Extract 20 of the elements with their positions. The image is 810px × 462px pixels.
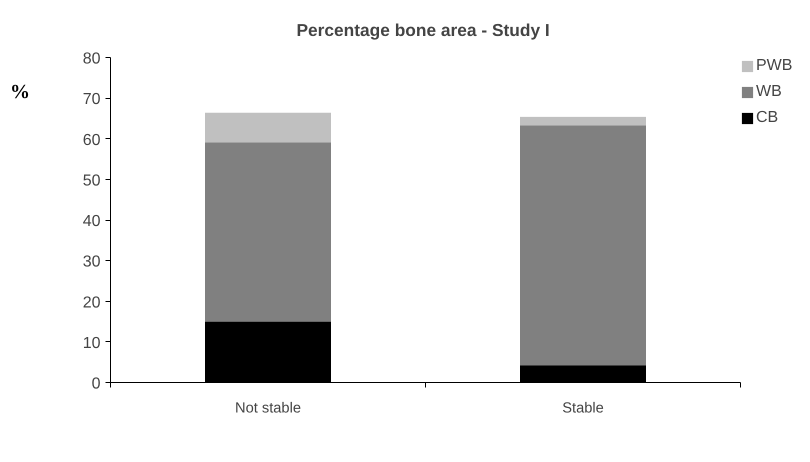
bar: [520, 116, 646, 126]
y-tick-label: 80: [82, 50, 101, 68]
y-tick-label: 70: [82, 91, 101, 108]
legend-label: CB: [756, 109, 778, 127]
bar: [205, 112, 331, 142]
chart-title: Percentage bone area - Study I: [296, 20, 550, 40]
y-axis-title: %: [10, 80, 30, 105]
y-tick-label: 0: [92, 376, 101, 392]
y-tick-label: 20: [82, 294, 101, 312]
bar: [205, 142, 331, 322]
y-tick-label: 50: [82, 172, 101, 190]
legend-label: WB: [756, 83, 782, 101]
y-tick-label: 60: [82, 132, 101, 149]
x-tick-label: Not stable: [235, 400, 302, 416]
legend-label: PWB: [756, 57, 792, 75]
y-tick-label: 40: [82, 213, 101, 230]
y-tick-label: 10: [82, 334, 101, 352]
bar: [520, 125, 646, 366]
y-tick-label: 30: [82, 254, 101, 271]
x-tick-label: Stable: [562, 400, 604, 416]
